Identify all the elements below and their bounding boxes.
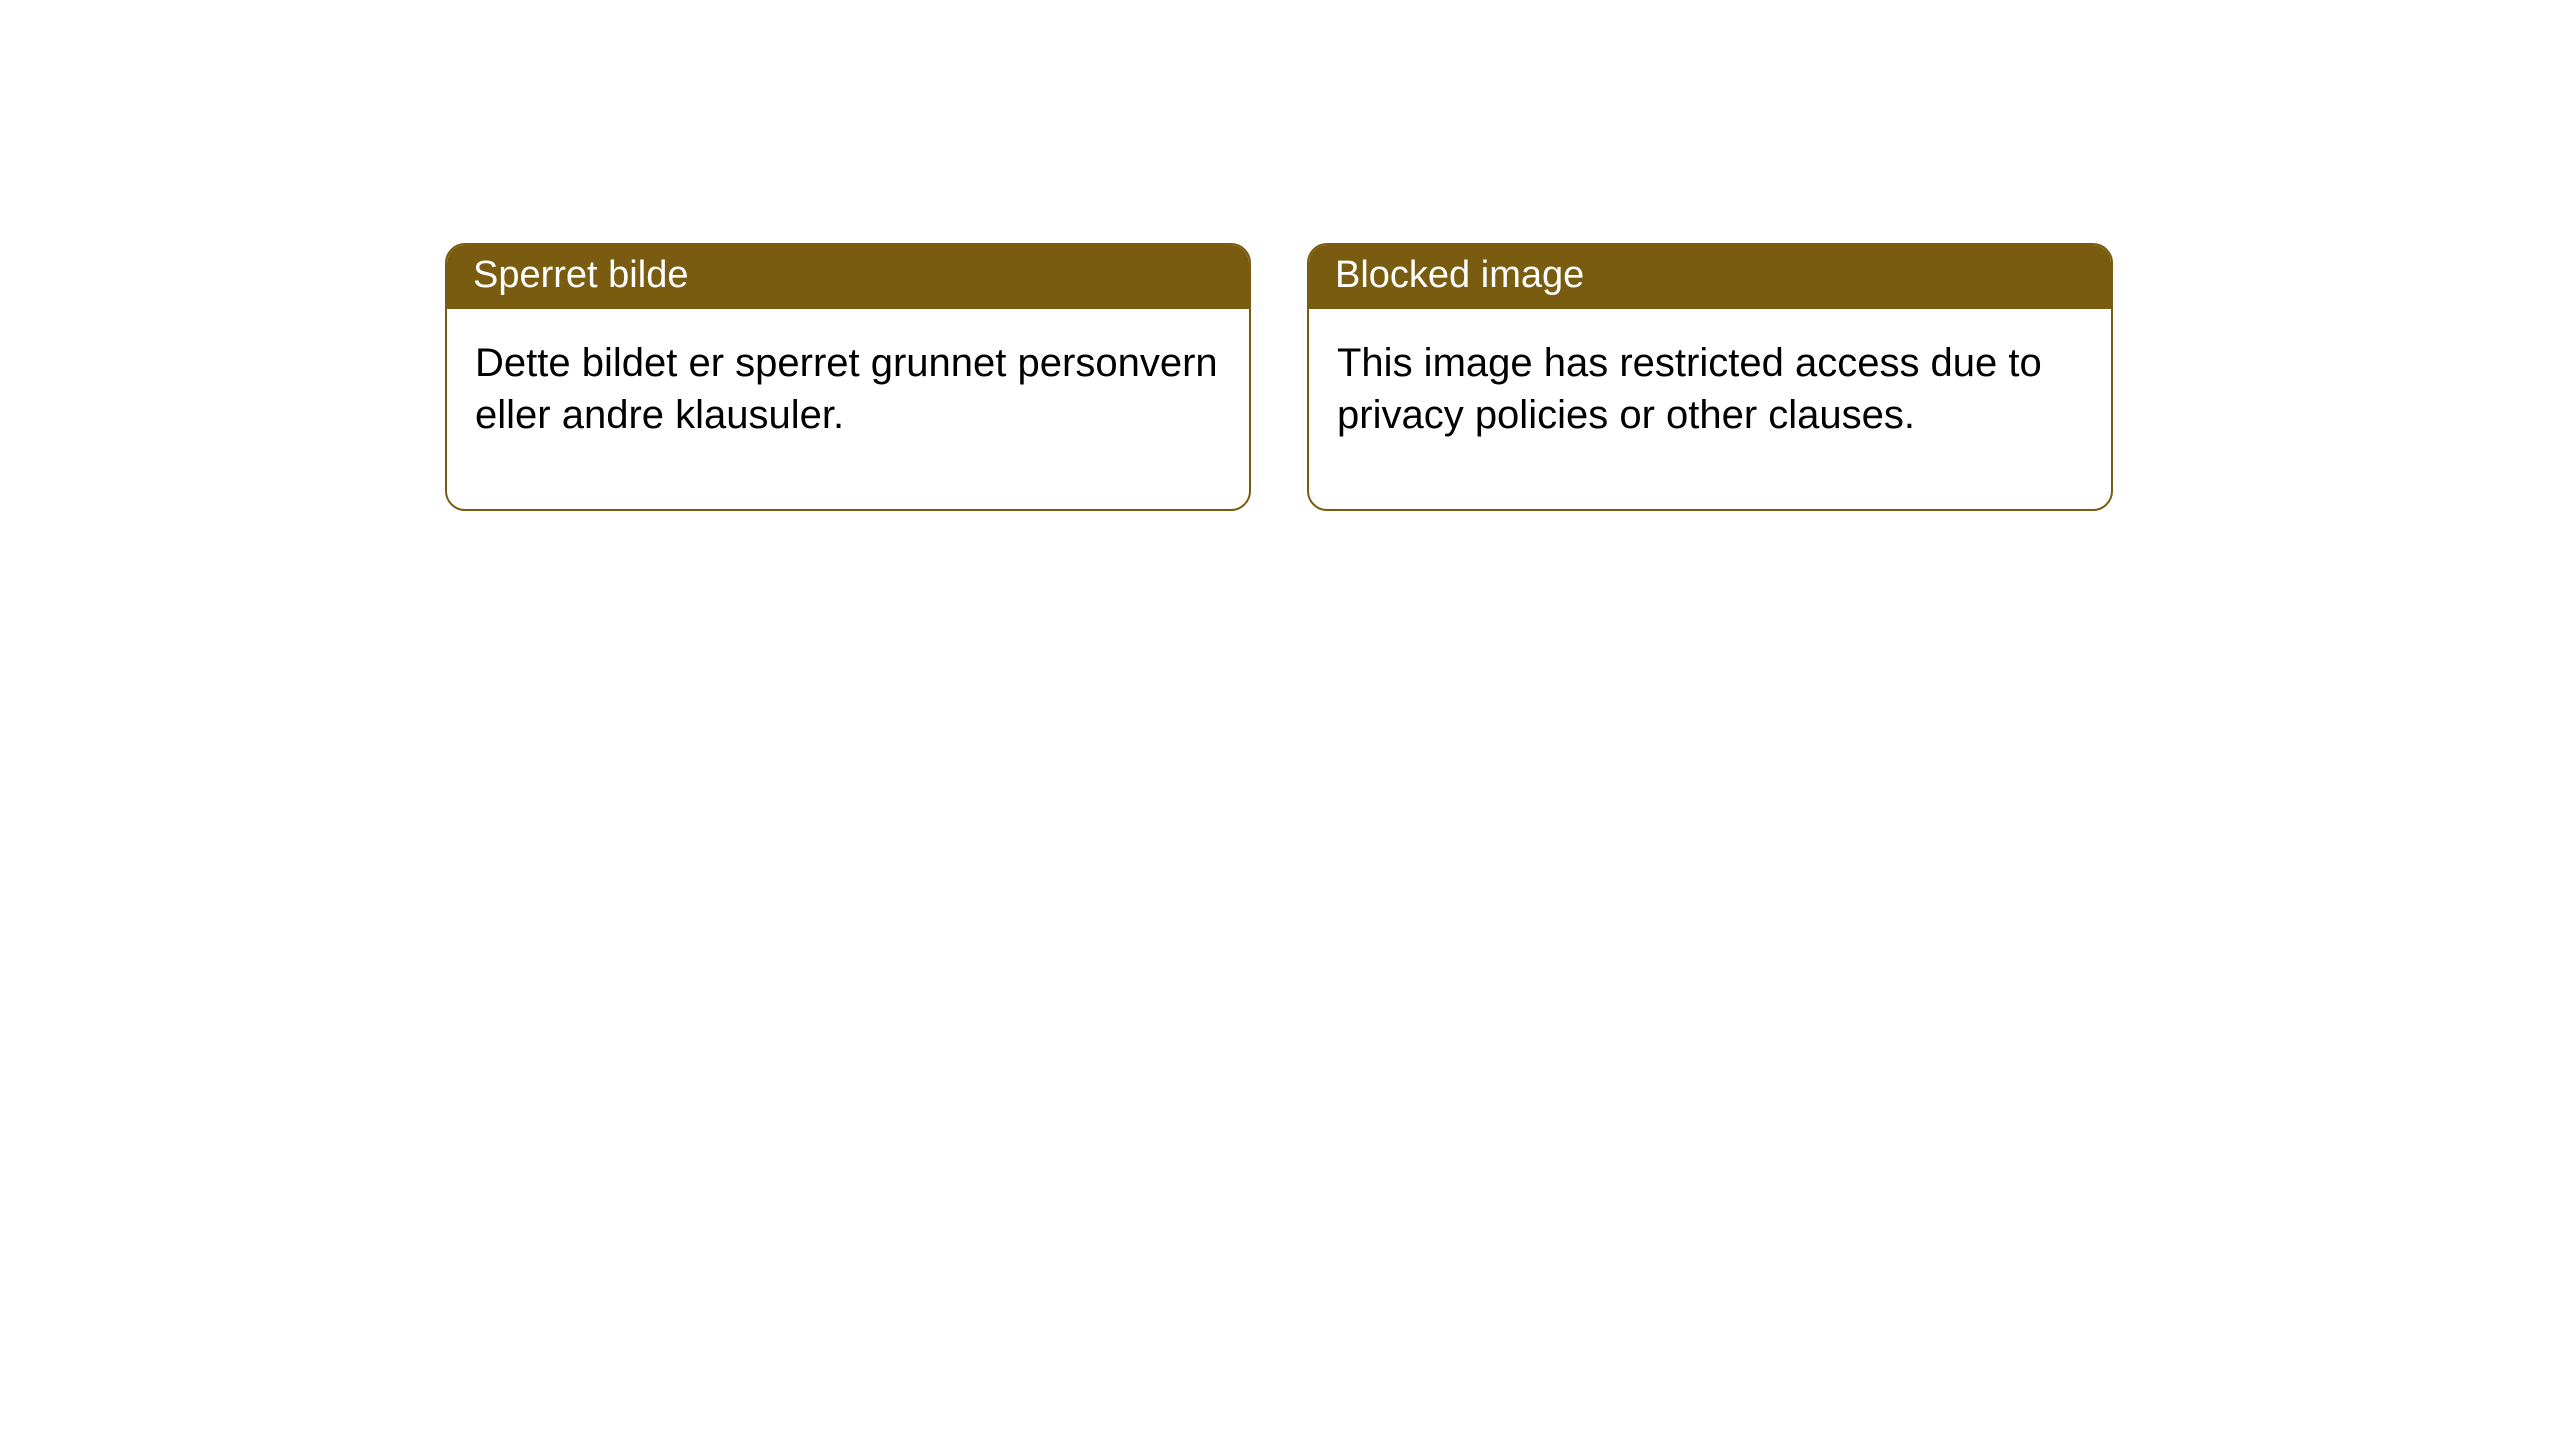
notice-body: Dette bildet er sperret grunnet personve… bbox=[447, 309, 1249, 509]
notice-header: Sperret bilde bbox=[447, 245, 1249, 309]
notice-card-norwegian: Sperret bilde Dette bildet er sperret gr… bbox=[445, 243, 1251, 511]
notice-body: This image has restricted access due to … bbox=[1309, 309, 2111, 509]
notice-container: Sperret bilde Dette bildet er sperret gr… bbox=[0, 0, 2560, 511]
notice-header: Blocked image bbox=[1309, 245, 2111, 309]
notice-card-english: Blocked image This image has restricted … bbox=[1307, 243, 2113, 511]
